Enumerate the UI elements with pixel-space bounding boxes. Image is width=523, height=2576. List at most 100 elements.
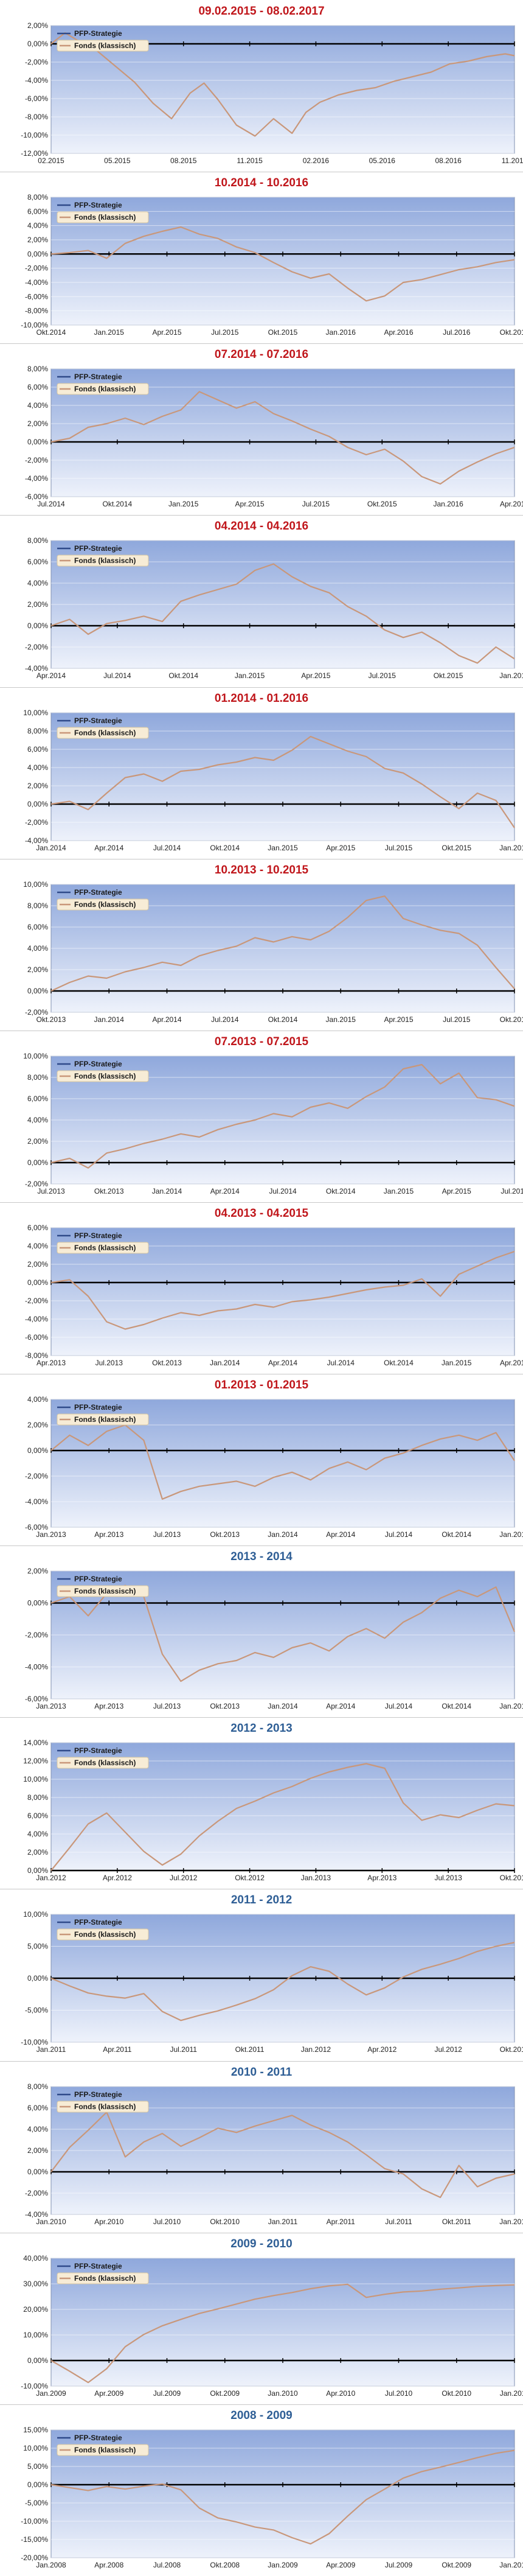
x-tick-label: Apr.2011 <box>103 2045 131 2054</box>
x-tick-label: Jan.2015 <box>168 500 199 508</box>
chart-panel: 2013 - 2014 2,00% 0,00% -2,00% -4,00% -6,00% J… <box>0 1545 523 1717</box>
y-tick-label: -2,00% <box>25 1297 48 1305</box>
x-tick-label: 11.2016 <box>502 156 523 165</box>
x-tick-label: Jan.2011 <box>36 2045 66 2054</box>
x-tick-label: Okt.2008 <box>210 2561 240 2569</box>
chart-panel: 07.2013 - 07.2015 10,00% 8,00% 6,00% 4,00% 2,… <box>0 1031 523 1202</box>
x-tick-label: Jan.2014 <box>36 844 66 852</box>
x-tick-label: Jul.2014 <box>269 1187 297 1195</box>
x-tick-label: Apr.2015 <box>152 328 181 337</box>
legend-entry-bg <box>57 2444 149 2456</box>
legend-label-strategy: PFP-Strategie <box>74 2434 122 2442</box>
x-tick-label: Okt.2013 <box>152 1359 182 1367</box>
y-tick-label: -4,00% <box>25 2210 48 2219</box>
x-tick-label: Apr.2013 <box>94 1530 123 1539</box>
chart-panel: 2012 - 2013 14,00% 12,00% 10,00% 8,00% 6,00% 4… <box>0 1717 523 1889</box>
x-tick-label: 08.2015 <box>170 156 197 165</box>
y-tick-label: 2,00% <box>27 782 48 790</box>
x-tick-label: Apr.2010 <box>94 2217 123 2226</box>
x-tick-label: Jan.2008 <box>36 2561 66 2569</box>
legend-label-fund: Fonds (klassisch) <box>74 41 136 50</box>
x-tick-label: Apr.2015 <box>235 500 265 508</box>
x-tick-label: Okt.2013 <box>210 1702 240 1710</box>
x-tick-label: Okt.2015 <box>268 328 298 337</box>
y-tick-label: 2,00% <box>27 1567 48 1575</box>
chart-panel: 2011 - 2012 10,00% 5,00% 0,00% -5,00% -10,00%… <box>0 1889 523 2060</box>
x-tick-label: Okt.2014 <box>268 1015 298 1024</box>
x-tick-label: Jan.2016 <box>326 328 356 337</box>
y-tick-label: -4,00% <box>25 836 48 845</box>
x-tick-label: Jan.2012 <box>36 1874 66 1882</box>
legend-label-fund: Fonds (klassisch) <box>74 385 136 393</box>
y-tick-label: 10,00% <box>23 880 48 889</box>
line-chart: 10,00% 8,00% 6,00% 4,00% 2,00% 0,00% -2,00% -4,… <box>23 709 523 852</box>
line-chart: 15,00% 10,00% 5,00% 0,00% -5,00% -10,00% -15,0… <box>21 2426 523 2569</box>
y-tick-label: 6,00% <box>27 1811 48 1820</box>
x-tick-label: Jan.2015 <box>442 1359 472 1367</box>
x-tick-label: Okt.2013 <box>500 1874 523 1882</box>
chart-title: 2012 - 2013 <box>230 1722 293 1735</box>
y-tick-label: 4,00% <box>27 1395 48 1404</box>
y-tick-label: 0,00% <box>27 1866 48 1875</box>
x-tick-label: Jul.2014 <box>385 1530 413 1539</box>
x-tick-label: Okt.2009 <box>210 2389 240 2398</box>
y-tick-label: 4,00% <box>27 401 48 410</box>
y-tick-label: -10,00% <box>21 131 48 139</box>
y-tick-label: 4,00% <box>27 222 48 230</box>
y-tick-label: 0,00% <box>27 40 48 48</box>
y-tick-label: 14,00% <box>23 1738 48 1747</box>
x-tick-label: Okt.2015 <box>434 671 463 680</box>
x-tick-label: Jan.2009 <box>268 2561 298 2569</box>
x-tick-label: Jan.2013 <box>301 1874 331 1882</box>
y-tick-label: -2,00% <box>25 1180 48 1188</box>
y-tick-label: -10,00% <box>21 321 48 329</box>
series-line-fonds-klassisch <box>50 2111 515 2199</box>
y-tick-label: 0,00% <box>27 987 48 995</box>
legend-label-strategy: PFP-Strategie <box>74 2262 122 2270</box>
x-tick-label: Jan.2014 <box>268 1530 298 1539</box>
y-tick-label: -2,00% <box>25 1472 48 1480</box>
x-tick-label: Apr.2014 <box>326 1530 355 1539</box>
x-tick-label: Apr.2014 <box>36 671 66 680</box>
x-tick-label: Okt.2015 <box>500 1015 523 1024</box>
y-tick-label: -2,00% <box>25 456 48 464</box>
x-tick-label: Apr.2013 <box>36 1359 66 1367</box>
x-tick-label: Okt.2016 <box>500 328 523 337</box>
legend-entry-bg <box>57 211 149 223</box>
x-tick-label: Apr.2009 <box>94 2389 123 2398</box>
legend-entry-bg <box>57 2101 149 2113</box>
legend-entry-bg <box>57 1070 149 1082</box>
x-tick-label: Jul.2012 <box>170 1874 198 1882</box>
y-tick-label: 5,00% <box>27 2462 48 2471</box>
x-tick-label: Apr.2015 <box>326 844 355 852</box>
line-chart: 40,00%30,00%20,00%10,00%0,00%-10,00%Jan.… <box>21 2254 523 2398</box>
x-tick-label: Jul.2013 <box>95 1359 123 1367</box>
chart-panel: 2008 - 2009 15,00% 10,00% 5,00% 0,00% -5,00% -… <box>0 2404 523 2576</box>
y-tick-label: -2,00% <box>25 264 48 273</box>
line-chart: 10,00% 5,00% 0,00% -5,00% -10,00%Jan.2011 Apr… <box>21 1910 523 2054</box>
chart-title: 2009 - 2010 <box>230 2238 293 2250</box>
x-tick-label: Jul.2009 <box>153 2389 181 2398</box>
x-tick-label: Jan.2014 <box>268 1702 298 1710</box>
x-tick-label: 08.2016 <box>435 156 462 165</box>
chart-title: 04.2013 - 04.2015 <box>214 1207 309 1220</box>
chart-title: 01.2013 - 01.2015 <box>214 1379 309 1391</box>
y-tick-label: 10,00% <box>23 2444 48 2452</box>
legend: PFP-Strategie Fonds (klassisch) <box>57 2090 149 2113</box>
series-line-fonds-klassisch <box>50 735 515 828</box>
x-tick-label: 05.2015 <box>104 156 131 165</box>
x-tick-label: Okt.2011 <box>235 2045 265 2054</box>
legend-label-strategy: PFP-Strategie <box>74 373 122 381</box>
y-tick-label: -6,00% <box>25 1523 48 1531</box>
y-tick-label: 2,00% <box>27 965 48 974</box>
legend-entry-bg <box>57 898 149 911</box>
legend-entry-bg <box>57 383 149 395</box>
x-tick-label: Jul.2015 <box>369 671 397 680</box>
y-tick-label: -2,00% <box>25 2189 48 2197</box>
y-tick-label: 8,00% <box>27 536 48 545</box>
x-tick-label: Okt.2012 <box>500 2045 523 2054</box>
y-tick-label: -5,00% <box>25 2499 48 2507</box>
legend-label-strategy: PFP-Strategie <box>74 544 122 553</box>
x-tick-label: Jul.2014 <box>103 671 131 680</box>
y-tick-label: -2,00% <box>25 58 48 66</box>
